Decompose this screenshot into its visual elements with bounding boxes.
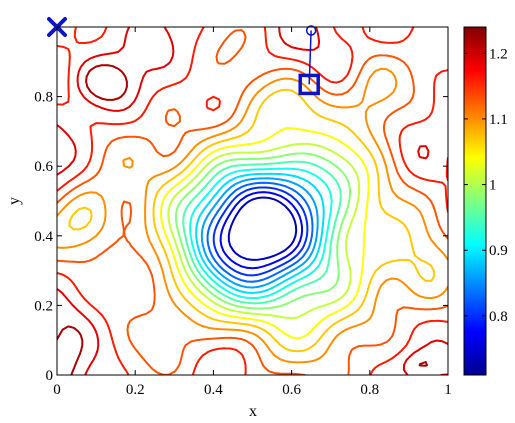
x-tick-label: 0.8 — [360, 382, 379, 398]
x-axis: 0 0.2 0.4 0.6 0.8 1 — [53, 27, 452, 398]
x-tick-label: 1 — [444, 382, 452, 398]
contour-lines — [57, 27, 448, 375]
contour-line — [57, 29, 448, 375]
colorbar-axis: 0.8 0.9 1 1.1 1.2 — [464, 46, 508, 325]
contour-line — [68, 88, 436, 353]
y-axis: 0 0.2 0.4 0.6 0.8 — [34, 90, 448, 384]
colorbar-tick-label: 0.9 — [489, 243, 508, 259]
contour-line — [195, 172, 325, 294]
colorbar-tick-label: 1.1 — [489, 112, 508, 128]
x-axis-label: x — [249, 403, 257, 420]
circle-marker — [305, 25, 317, 36]
y-tick-label: 0.2 — [34, 298, 53, 314]
colorbar-tick-label: 1.2 — [489, 46, 508, 62]
contour-line — [174, 152, 351, 310]
contour-line — [57, 27, 448, 375]
plot-frame — [56, 26, 449, 376]
x-tick-label: 0 — [53, 382, 61, 398]
contour-line — [167, 142, 361, 320]
contour-line — [227, 196, 298, 261]
contour-line — [206, 181, 314, 283]
contour-line — [219, 191, 304, 270]
colorbar — [463, 26, 487, 376]
colorbar-tick-label: 1 — [489, 178, 497, 194]
contour-line — [57, 64, 428, 375]
contour-line — [57, 27, 448, 375]
contour-line — [57, 67, 448, 364]
y-tick-label: 0.8 — [34, 90, 53, 106]
y-axis-label: y — [6, 197, 23, 205]
x-tick-label: 0.6 — [282, 382, 301, 398]
x-tick-label: 0.4 — [204, 382, 223, 398]
contour-line — [182, 160, 342, 305]
y-tick-label: 0.4 — [34, 229, 53, 245]
colorbar-tick-label: 0.8 — [489, 309, 508, 325]
contour-line — [212, 186, 309, 277]
contour-line — [160, 127, 370, 340]
y-tick-label: 0.6 — [34, 159, 53, 175]
y-tick-label: 0 — [46, 368, 54, 384]
square-marker — [298, 73, 320, 96]
x-tick-label: 0.2 — [126, 382, 145, 398]
contour-line — [189, 167, 333, 300]
contour-line — [200, 177, 319, 289]
